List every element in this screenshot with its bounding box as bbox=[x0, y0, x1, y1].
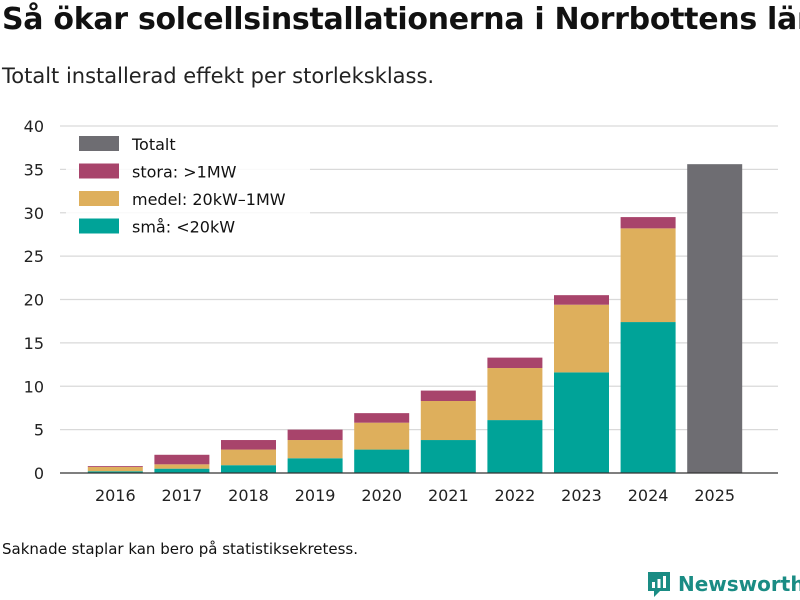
x-tick-label: 2018 bbox=[228, 486, 269, 505]
y-tick-label: 0 bbox=[34, 464, 44, 483]
x-tick-label: 2017 bbox=[162, 486, 203, 505]
bar-sma-2020 bbox=[354, 449, 410, 473]
y-tick-label: 35 bbox=[24, 160, 44, 179]
bar-totalt-2025 bbox=[687, 164, 743, 474]
legend-label-totalt: Totalt bbox=[131, 135, 176, 154]
x-tick-label: 2016 bbox=[95, 486, 136, 505]
x-tick-label: 2021 bbox=[428, 486, 469, 505]
x-tick-label: 2023 bbox=[561, 486, 602, 505]
bar-medel-2018 bbox=[221, 449, 276, 466]
x-tick-label: 2024 bbox=[628, 486, 669, 505]
x-tick-label: 2020 bbox=[361, 486, 402, 505]
legend-swatch-stora bbox=[79, 163, 119, 179]
legend-swatch-totalt bbox=[79, 136, 119, 151]
legend-label-stora: stora: >1MW bbox=[132, 163, 237, 182]
bar-stora-2021 bbox=[420, 390, 476, 401]
chart-subtitle: Totalt installerad effekt per storlekskl… bbox=[2, 64, 435, 88]
bar-stora-2016 bbox=[87, 466, 143, 467]
y-tick-label: 20 bbox=[24, 291, 44, 310]
legend-swatch-sma bbox=[79, 218, 119, 234]
bar-medel-2017 bbox=[154, 464, 210, 469]
bar-stora-2024 bbox=[620, 217, 676, 229]
y-tick-label: 40 bbox=[24, 117, 44, 136]
bar-sma-2019 bbox=[287, 458, 343, 473]
legend-label-medel: medel: 20kW–1MW bbox=[132, 190, 286, 209]
bar-sma-2017 bbox=[154, 468, 210, 473]
legend-label-sma: små: <20kW bbox=[132, 218, 235, 237]
brand-name: Newsworthy bbox=[678, 572, 800, 596]
bar-medel-2019 bbox=[287, 440, 343, 459]
bar-medel-2023 bbox=[554, 304, 609, 373]
bar-stora-2023 bbox=[554, 295, 609, 305]
y-tick-label: 25 bbox=[24, 247, 44, 266]
bar-sma-2016 bbox=[87, 471, 143, 473]
y-tick-label: 30 bbox=[24, 204, 44, 223]
bar-stora-2022 bbox=[487, 357, 543, 369]
x-tick-label: 2019 bbox=[295, 486, 336, 505]
bar-sma-2018 bbox=[221, 465, 276, 473]
chart-title: Så ökar solcellsinstallationerna i Norrb… bbox=[2, 2, 800, 37]
bar-sma-2022 bbox=[487, 420, 543, 473]
bar-sma-2023 bbox=[554, 372, 609, 473]
y-tick-label: 15 bbox=[24, 334, 44, 353]
x-tick-label: 2022 bbox=[495, 486, 536, 505]
bar-medel-2020 bbox=[354, 422, 410, 450]
bar-medel-2022 bbox=[487, 368, 543, 421]
footnote: Saknade staplar kan bero på statistiksek… bbox=[2, 540, 359, 558]
x-tick-label: 2025 bbox=[694, 486, 735, 505]
bar-medel-2016 bbox=[87, 466, 143, 472]
bar-stora-2017 bbox=[154, 454, 210, 465]
bar-sma-2021 bbox=[420, 440, 476, 473]
bar-stora-2018 bbox=[221, 440, 276, 450]
newsworthy-icon bbox=[648, 572, 670, 597]
bar-medel-2021 bbox=[420, 400, 476, 441]
y-tick-label: 10 bbox=[24, 377, 44, 396]
y-tick-label: 5 bbox=[34, 421, 44, 440]
bar-stora-2020 bbox=[354, 413, 410, 423]
bar-stora-2019 bbox=[287, 429, 343, 441]
newsworthy-logo[interactable]: Newsworthy bbox=[646, 570, 800, 598]
bar-sma-2024 bbox=[620, 322, 676, 473]
legend-swatch-medel bbox=[79, 191, 119, 206]
bar-medel-2024 bbox=[620, 228, 676, 323]
